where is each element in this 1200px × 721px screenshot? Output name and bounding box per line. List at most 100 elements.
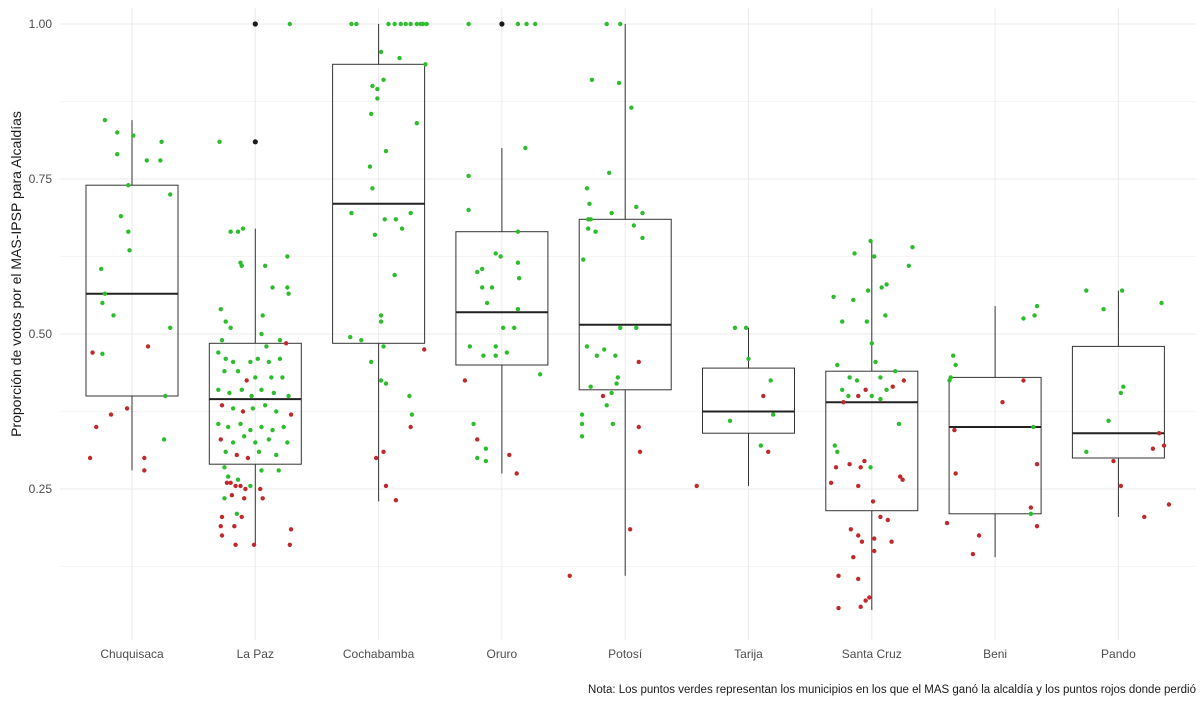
point-lost	[475, 437, 480, 442]
y-tick-label: 0.75	[29, 172, 53, 186]
point-won	[768, 378, 773, 383]
point-won	[223, 319, 228, 324]
point-lost	[872, 548, 877, 554]
point-won	[593, 229, 598, 234]
point-won	[466, 21, 471, 27]
box-6	[825, 241, 919, 610]
point-lost	[901, 378, 907, 383]
point-won	[481, 353, 486, 358]
point-lost	[872, 536, 877, 541]
point-lost	[952, 427, 957, 433]
point-lost	[897, 474, 903, 479]
point-lost	[514, 471, 519, 476]
point-won	[869, 393, 874, 399]
point-won	[285, 254, 290, 259]
point-won	[516, 276, 522, 281]
point-won	[266, 359, 272, 365]
point-won	[579, 434, 585, 439]
point-lost	[234, 452, 240, 458]
point-won	[126, 183, 131, 188]
point-won	[471, 421, 476, 427]
point-won	[840, 387, 845, 392]
point-won	[483, 458, 489, 464]
point-lost	[233, 483, 238, 489]
point-lost	[863, 387, 868, 392]
point-lost	[383, 483, 389, 489]
y-tick-label: 0.50	[29, 327, 53, 341]
point-won	[579, 421, 585, 427]
point-won	[1101, 307, 1106, 312]
point-won	[270, 285, 275, 290]
point-lost	[258, 486, 263, 492]
point-won	[393, 217, 399, 222]
point-won	[383, 148, 389, 154]
point-lost	[858, 465, 863, 470]
point-won	[398, 21, 403, 27]
point-won	[852, 251, 857, 256]
point-won	[259, 468, 264, 473]
point-lost	[1142, 514, 1147, 520]
point-won	[484, 300, 490, 306]
x-tick-label: Chuquisaca	[100, 647, 164, 661]
point-won	[878, 396, 883, 402]
point-lost	[507, 452, 512, 458]
point-lost	[219, 533, 225, 538]
box-0	[85, 120, 179, 471]
point-won	[523, 145, 528, 151]
point-lost	[219, 514, 225, 520]
point-won	[266, 437, 272, 442]
point-won	[230, 406, 236, 411]
point-won	[238, 421, 243, 427]
point-won	[832, 443, 838, 448]
point-won	[255, 356, 260, 361]
point-won	[483, 446, 489, 451]
point-lost	[381, 449, 386, 454]
point-lost	[1034, 462, 1040, 467]
point-lost	[87, 455, 93, 461]
point-won	[249, 393, 254, 399]
point-won	[640, 235, 645, 241]
point-lost	[637, 449, 643, 454]
point-won	[584, 344, 590, 349]
point-won	[161, 437, 167, 442]
point-lost	[1034, 524, 1040, 529]
point-won	[98, 266, 104, 272]
point-won	[264, 344, 269, 349]
point-won	[159, 139, 164, 144]
point-won	[884, 282, 889, 287]
point-lost	[239, 514, 244, 520]
point-lost	[1156, 431, 1162, 436]
point-won	[479, 285, 485, 290]
point-won	[868, 238, 873, 244]
x-tick-label: Tarija	[734, 647, 763, 661]
point-lost	[142, 455, 147, 461]
point-lost	[244, 378, 249, 383]
point-won	[375, 96, 380, 101]
point-won	[248, 359, 253, 365]
point-won	[414, 21, 420, 27]
point-lost	[856, 393, 861, 399]
box-7	[948, 306, 1042, 558]
point-won	[118, 214, 124, 219]
point-won	[359, 338, 364, 343]
point-lost	[1000, 400, 1005, 405]
box-5	[702, 327, 795, 486]
point-lost	[970, 551, 976, 557]
caption-note: Nota: Los puntos verdes representan los …	[588, 684, 1196, 696]
point-won	[222, 369, 227, 374]
point-lost	[600, 393, 606, 399]
point-won	[259, 387, 264, 392]
point-won	[1031, 424, 1036, 430]
point-lost	[422, 347, 427, 352]
point-won	[602, 347, 607, 352]
point-won	[259, 424, 264, 430]
point-won	[378, 313, 384, 318]
point-lost	[859, 539, 865, 544]
point-lost	[856, 576, 861, 582]
point-won	[287, 21, 293, 27]
point-lost	[953, 471, 958, 476]
boxplots	[85, 21, 1165, 610]
point-won	[466, 173, 471, 179]
point-lost	[856, 533, 861, 538]
point-lost	[976, 533, 982, 538]
